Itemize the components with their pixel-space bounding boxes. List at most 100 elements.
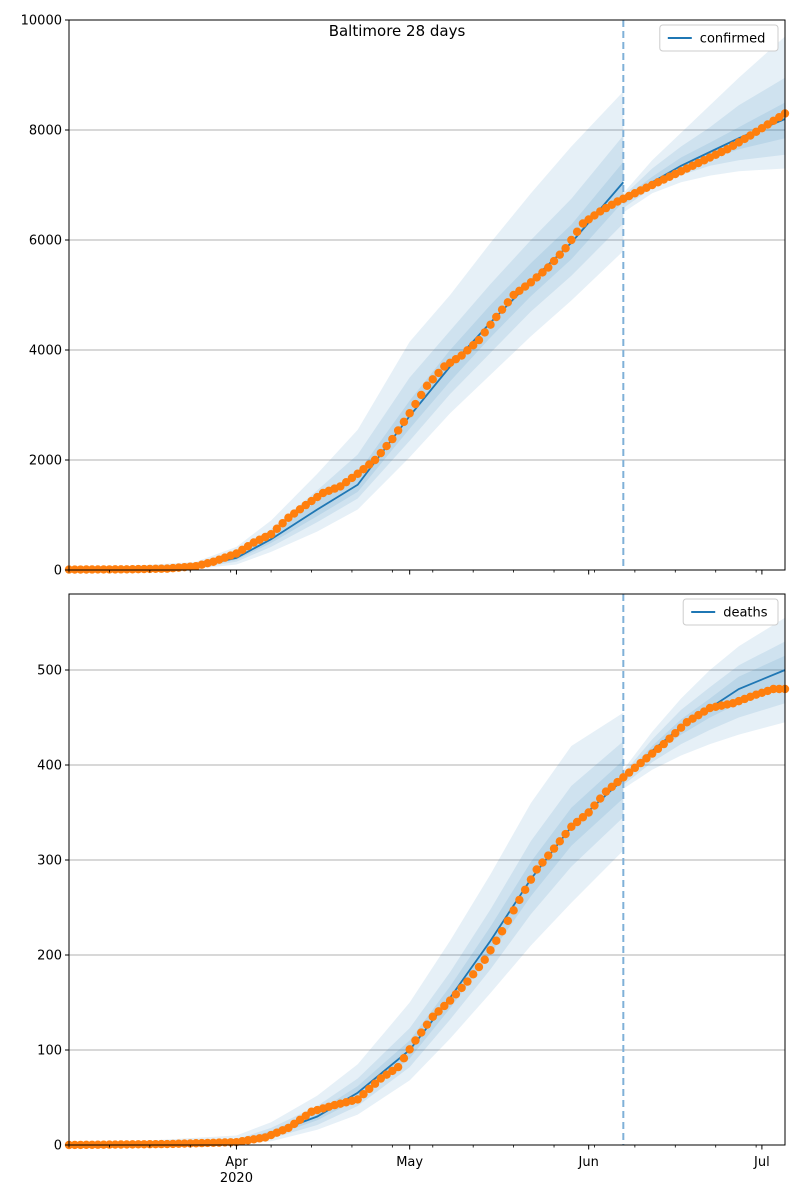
observed-point <box>116 1140 126 1149</box>
legend: confirmed <box>659 24 779 52</box>
observed-point <box>642 754 651 763</box>
observed-point <box>503 916 513 925</box>
observed-point <box>434 1007 443 1016</box>
observed-point <box>399 1054 409 1063</box>
observed-point <box>365 1084 374 1094</box>
observed-point <box>659 739 668 749</box>
observed-point <box>359 1089 368 1099</box>
observed-point <box>353 469 362 478</box>
observed-point <box>116 565 126 574</box>
plot-frame <box>68 19 786 571</box>
y-tick-label: 300 <box>37 854 62 869</box>
observed-point <box>139 1140 149 1149</box>
observed-point <box>145 1140 155 1149</box>
observed-point <box>532 865 541 874</box>
observed-point <box>526 278 536 287</box>
observed-point <box>665 734 674 743</box>
observed-point <box>440 1001 449 1011</box>
y-tick-label: 200 <box>37 949 62 964</box>
y-tick-label: 400 <box>37 759 62 774</box>
observed-point <box>671 728 680 738</box>
observed-point <box>544 263 553 272</box>
plot-frame <box>68 593 786 1146</box>
observed-point <box>463 346 472 355</box>
observed-point <box>486 946 495 955</box>
observed-point <box>520 885 530 894</box>
uncertainty-band-outer <box>69 712 624 1145</box>
observed-point <box>613 777 622 787</box>
legend-box <box>682 598 779 626</box>
observed-point <box>607 782 616 792</box>
confirmed-panel: 0 2000 4000 6000 8000 10000 confirmed Baltimo… <box>21 14 790 579</box>
observed-point <box>503 298 513 307</box>
observed-point <box>474 962 484 972</box>
observed-point <box>105 565 114 574</box>
x-tick-label: May <box>396 1155 423 1170</box>
observed-point <box>428 375 437 384</box>
observed-point <box>422 1020 432 1029</box>
observed-point <box>584 808 593 817</box>
observed-point <box>122 1140 131 1149</box>
x-tick-label: Jul <box>753 1155 770 1170</box>
observed-point <box>393 426 403 435</box>
observed-point <box>561 244 570 253</box>
observed-point <box>411 399 420 409</box>
observed-point <box>474 335 484 345</box>
legend-label: deaths <box>723 606 768 621</box>
observed-point <box>769 684 778 694</box>
observed-point <box>151 1139 160 1149</box>
grid-lines <box>69 669 785 1051</box>
observed-point <box>486 320 495 329</box>
observed-point <box>515 286 524 295</box>
observed-point <box>572 227 582 236</box>
y-axis-ticks: 0 100 200 300 400 500 <box>37 664 69 1154</box>
observed-point <box>347 473 357 483</box>
y-tick-label: 10000 <box>21 14 62 29</box>
observed-point <box>405 1045 414 1054</box>
observed-point <box>82 565 91 574</box>
observed-point <box>590 801 599 810</box>
observed-point <box>549 256 559 266</box>
observed-point <box>636 758 645 768</box>
y-tick-label: 100 <box>37 1044 62 1059</box>
y-axis-ticks: 0 2000 4000 6000 8000 10000 <box>21 14 69 579</box>
observed-point <box>87 565 97 574</box>
observed-point <box>624 768 634 777</box>
x-axis-ticks <box>68 570 763 575</box>
observed-point <box>492 936 501 945</box>
observed-point <box>157 1139 166 1149</box>
observed-point <box>341 477 351 487</box>
observed-point <box>336 482 345 491</box>
observed-point <box>619 773 628 782</box>
observed-point <box>601 787 611 796</box>
observed-point <box>549 844 559 853</box>
observed-point <box>451 990 461 999</box>
observed-point <box>480 328 489 337</box>
observed-point <box>653 744 663 754</box>
observed-point <box>93 565 103 574</box>
observed-point <box>492 312 501 322</box>
observed-point <box>520 282 530 291</box>
observed-points <box>64 109 790 574</box>
observed-point <box>457 983 466 993</box>
observed-point <box>544 851 553 860</box>
legend-box <box>659 24 779 52</box>
observed-point <box>370 455 380 465</box>
observed-point <box>509 906 518 915</box>
observed-point <box>99 565 108 574</box>
observed-point <box>110 565 120 574</box>
x-tick-year-label: 2020 <box>220 1171 253 1186</box>
observed-point <box>561 829 570 839</box>
observed-point <box>676 723 686 732</box>
observed-point <box>567 235 576 245</box>
observed-point <box>572 817 582 827</box>
observed-point <box>411 1036 420 1045</box>
observed-point <box>289 509 299 518</box>
observed-point <box>365 460 374 469</box>
observed-point <box>555 250 565 259</box>
uncertainty-band-outer <box>623 36 785 213</box>
observed-point <box>532 273 541 282</box>
